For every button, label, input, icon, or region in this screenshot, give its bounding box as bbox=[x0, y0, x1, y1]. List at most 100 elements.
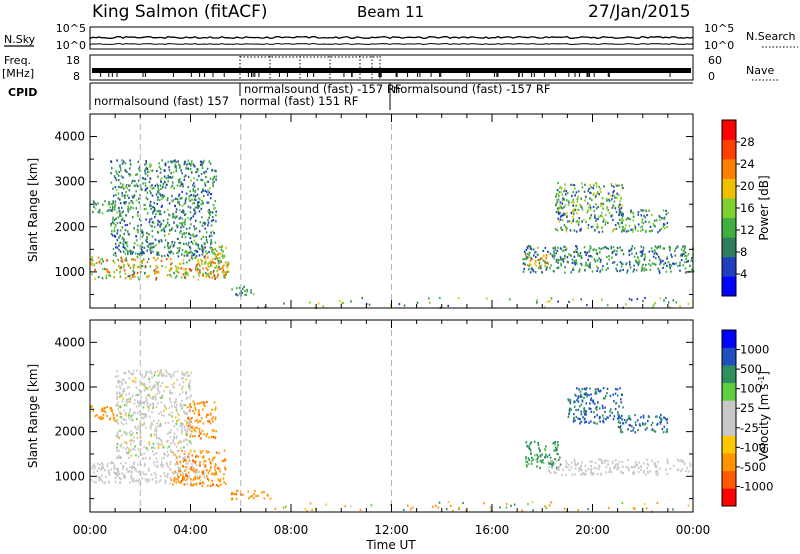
power-cell bbox=[616, 263, 618, 266]
velocity-cell bbox=[170, 478, 173, 482]
power-cell bbox=[140, 219, 142, 222]
power-cell bbox=[141, 264, 143, 267]
velocity-cell bbox=[564, 460, 567, 463]
velocity-cell bbox=[218, 468, 221, 471]
velocity-cell bbox=[176, 435, 178, 438]
velocity-cell bbox=[187, 471, 190, 474]
power-cell bbox=[226, 266, 229, 269]
velocity-cell bbox=[180, 423, 183, 426]
power-cell bbox=[544, 264, 547, 267]
power-cell bbox=[163, 211, 166, 214]
power-cell bbox=[591, 198, 593, 201]
power-cell bbox=[111, 234, 114, 237]
velocity-cell bbox=[546, 455, 549, 458]
power-cell bbox=[178, 249, 181, 252]
velocity-cell bbox=[124, 441, 126, 444]
power-cell bbox=[591, 225, 594, 228]
power-cell bbox=[632, 230, 634, 233]
velocity-cell bbox=[201, 429, 204, 433]
velocity-cell bbox=[595, 405, 598, 408]
velocity-cell bbox=[156, 382, 159, 385]
power-cell bbox=[210, 272, 212, 275]
velocity-cell bbox=[203, 469, 205, 472]
velocity-cell bbox=[121, 378, 124, 381]
y-tick-label: 1000 bbox=[54, 469, 85, 483]
power-cell bbox=[640, 269, 643, 272]
power-cell bbox=[350, 300, 352, 303]
power-cell bbox=[123, 220, 126, 223]
velocity-cell bbox=[604, 410, 606, 414]
power-cell bbox=[546, 261, 549, 264]
power-cell bbox=[216, 257, 219, 260]
velocity-cell bbox=[201, 470, 203, 473]
velocity-cell bbox=[128, 449, 131, 453]
power-cell bbox=[194, 228, 196, 231]
velocity-cell bbox=[618, 417, 620, 420]
power-cell bbox=[202, 221, 205, 225]
velocity-cell bbox=[192, 478, 195, 481]
velocity-cell bbox=[638, 423, 641, 426]
power-cell bbox=[546, 300, 549, 303]
power-cell bbox=[578, 270, 580, 273]
velocity-cell bbox=[146, 399, 148, 402]
power-cell bbox=[128, 184, 130, 187]
power-cell bbox=[618, 225, 621, 228]
velocity-cell bbox=[445, 508, 448, 511]
power-cell bbox=[175, 211, 177, 214]
power-cell bbox=[200, 160, 203, 163]
power-cell bbox=[115, 254, 117, 257]
power-cell bbox=[222, 256, 224, 259]
power-cell bbox=[236, 294, 239, 297]
velocity-cell bbox=[172, 438, 175, 441]
velocity-cell bbox=[142, 471, 144, 474]
power-cell bbox=[428, 301, 431, 304]
power-cell bbox=[156, 230, 159, 234]
velocity-cell bbox=[179, 462, 182, 465]
velocity-cell bbox=[573, 416, 575, 419]
velocity-cell bbox=[604, 397, 606, 400]
velocity-cell bbox=[135, 454, 137, 457]
power-cell bbox=[204, 227, 206, 230]
velocity-cell bbox=[224, 482, 227, 485]
velocity-cell bbox=[96, 462, 99, 465]
velocity-cell bbox=[548, 462, 550, 465]
velocity-cell bbox=[527, 457, 530, 460]
velocity-cell bbox=[620, 401, 623, 404]
power-cell bbox=[111, 207, 114, 211]
velocity-cell bbox=[153, 383, 156, 386]
power-cell bbox=[226, 270, 229, 273]
velocity-cell bbox=[153, 374, 156, 377]
power-cell bbox=[559, 186, 561, 189]
power-cell bbox=[641, 225, 643, 228]
power-cell bbox=[215, 175, 218, 178]
velocity-cell bbox=[588, 421, 590, 424]
velocity-cell bbox=[98, 479, 100, 482]
power-cell bbox=[566, 192, 569, 195]
power-cell bbox=[577, 190, 580, 193]
power-cell bbox=[610, 245, 613, 248]
velocity-cell bbox=[208, 470, 211, 473]
power-cell bbox=[585, 195, 587, 198]
power-cell bbox=[112, 206, 114, 209]
power-cell bbox=[169, 273, 171, 276]
power-cell bbox=[594, 195, 597, 198]
velocity-cell bbox=[608, 470, 610, 473]
velocity-cell bbox=[174, 453, 176, 456]
velocity-cell bbox=[595, 392, 598, 395]
velocity-cell bbox=[185, 468, 188, 471]
power-cell bbox=[202, 202, 204, 205]
velocity-cell bbox=[114, 476, 117, 479]
power-cell bbox=[140, 224, 142, 227]
power-cell bbox=[225, 246, 227, 249]
velocity-cell bbox=[157, 443, 160, 446]
velocity-cell bbox=[174, 400, 176, 403]
power-cell bbox=[166, 218, 169, 221]
velocity-cell bbox=[198, 409, 200, 412]
power-cell bbox=[209, 162, 212, 165]
velocity-cell bbox=[136, 436, 138, 439]
velocity-cell bbox=[191, 425, 194, 428]
velocity-cell bbox=[159, 384, 162, 388]
velocity-cell bbox=[153, 453, 156, 456]
velocity-cell bbox=[567, 398, 569, 401]
power-cell bbox=[136, 271, 139, 275]
